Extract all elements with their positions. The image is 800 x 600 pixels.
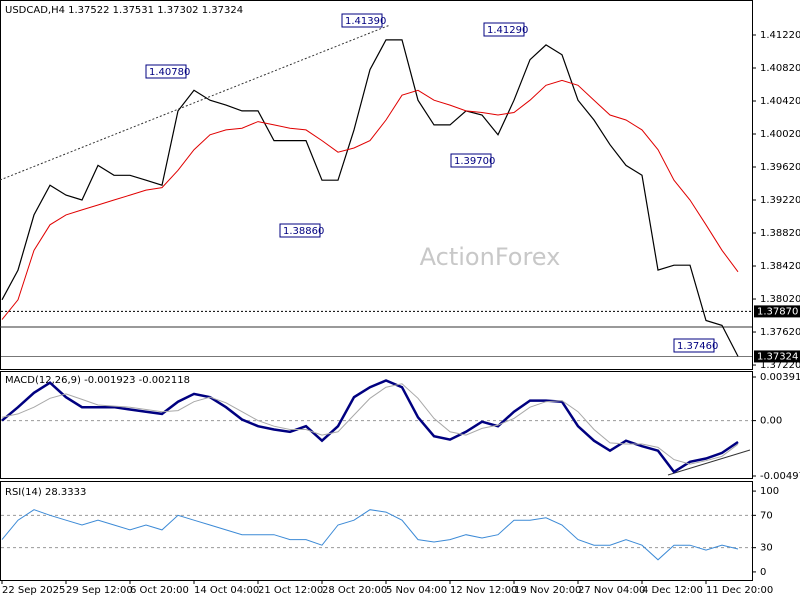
series-line: [1, 79, 739, 320]
x-tick-label: 11 Dec 20:00: [706, 585, 773, 596]
annotation: 1.39700: [454, 156, 495, 167]
y-tick-label: 70: [760, 510, 773, 521]
y-tick-label: 1.39220: [760, 195, 800, 206]
x-tick-label: 28 Oct 20:00: [322, 585, 387, 596]
annotation: 1.41290: [487, 25, 528, 36]
annotation-box: [279, 223, 321, 238]
y-tick-label: 30: [760, 543, 773, 554]
y-tick-label: 1.38820: [760, 228, 800, 239]
last-price-label: 1.37324: [757, 351, 798, 362]
series-line: [1, 39, 739, 357]
level-box: [754, 305, 800, 318]
rsi-panel: [0, 481, 753, 581]
series-line: [1, 379, 739, 474]
y-tick-label: 1.38420: [760, 261, 800, 272]
y-tick-label: 100: [760, 486, 779, 497]
macd-title: MACD(12,26,9) -0.001923 -0.002118: [5, 375, 190, 386]
x-tick-label: 6 Oct 20:00: [130, 585, 189, 596]
y-tick-label: 1.37220: [760, 360, 800, 371]
x-tick-label: 22 Sep 2025: [2, 585, 65, 596]
annotation-box: [145, 64, 187, 79]
y-tick-label: -0.00497: [760, 471, 800, 482]
header: USDCAD,H4 1.37522 1.37531 1.37302 1.3732…: [5, 5, 243, 16]
y-tick-label: 1.41220: [760, 30, 800, 41]
rsi-title: RSI(14) 28.3333: [5, 487, 86, 498]
price-panel: [0, 0, 753, 370]
annotation: 1.37460: [677, 341, 718, 352]
y-tick-label: 0: [760, 567, 766, 578]
x-tick-label: 12 Nov 12:00: [450, 585, 517, 596]
y-tick-label: 1.37620: [760, 327, 800, 338]
annotation: 1.38860: [283, 226, 324, 237]
y-tick-label: 1.40420: [760, 96, 800, 107]
annotation: 1.41390: [345, 16, 386, 27]
x-tick-label: 5 Nov 04:00: [386, 585, 447, 596]
annotation: 1.40780: [149, 67, 190, 78]
x-tick-label: 14 Oct 04:00: [194, 585, 259, 596]
last-price-box: [754, 350, 800, 363]
series-line: [1, 383, 739, 465]
macd-trend-line: [667, 449, 751, 476]
x-tick-label: 27 Nov 04:00: [578, 585, 645, 596]
x-tick-label: 21 Oct 12:00: [258, 585, 323, 596]
series-line: [1, 509, 739, 561]
x-tick-label: 4 Dec 12:00: [642, 585, 703, 596]
trend-line: [0, 24, 391, 181]
y-tick-label: 1.38020: [760, 294, 800, 305]
annotation-box: [673, 338, 715, 353]
y-tick-label: 1.39620: [760, 162, 800, 173]
y-tick-label: 1.40020: [760, 129, 800, 140]
watermark: ActionForex: [420, 243, 561, 271]
x-tick-label: 29 Sep 12:00: [66, 585, 133, 596]
annotation-box: [450, 153, 492, 168]
annotation-box: [483, 22, 525, 37]
y-tick-label: 1.40820: [760, 63, 800, 74]
y-tick-label: 0.003914: [760, 372, 800, 383]
macd-panel: [0, 371, 753, 479]
x-tick-label: 19 Nov 20:00: [514, 585, 581, 596]
y-tick-label: 0.00: [760, 416, 782, 427]
level-label: 1.37870: [757, 306, 798, 317]
annotation-box: [341, 13, 383, 28]
